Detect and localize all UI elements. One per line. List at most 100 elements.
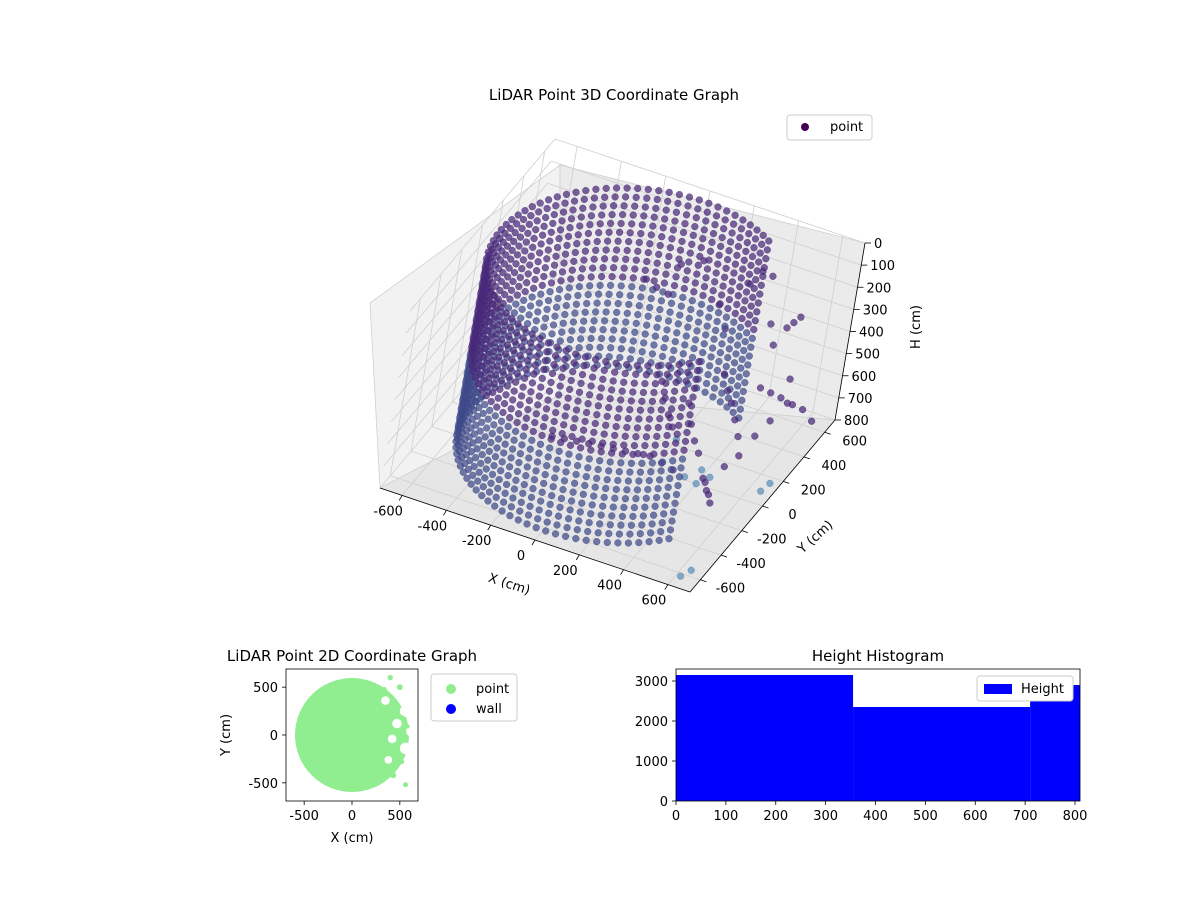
x-tick-label-histogram: 500 [913, 809, 938, 824]
data-point-3d [551, 474, 559, 482]
data-point-3d [561, 355, 569, 364]
data-point-3d [747, 302, 755, 310]
data-point-3d [538, 281, 546, 290]
data-point-3d [498, 335, 506, 344]
data-point-3d [583, 238, 591, 247]
data-point-3d [543, 255, 551, 263]
data-point-3d [506, 323, 514, 332]
data-point-3d [658, 352, 667, 361]
data-point-3d [606, 458, 614, 466]
data-point-3d [505, 264, 513, 272]
data-point-3d [644, 485, 652, 494]
data-point-3d [734, 382, 742, 390]
data-point-3d [526, 502, 534, 510]
data-point-3d [574, 231, 582, 239]
data-point-3d [619, 336, 627, 344]
data-point-3d [543, 462, 551, 470]
data-point-3d [561, 532, 570, 541]
legend-2d-wall-label: wall [476, 702, 502, 717]
data-point-3d [599, 375, 607, 383]
data-point-3d [569, 318, 578, 326]
x-tick-label-histogram: 0 [672, 809, 680, 824]
z-tick-label-3d: 500 [855, 348, 880, 363]
data-point-3d [742, 370, 750, 378]
x-tick-mark-3d [487, 524, 492, 531]
data-point-3d [488, 356, 496, 364]
data-point-3d [660, 279, 669, 287]
y-tick-mark-3d [783, 481, 790, 484]
data-point-3d [660, 388, 668, 396]
data-point-3d [658, 458, 667, 466]
data-point-3d [547, 435, 555, 443]
data-point-3d [657, 467, 665, 475]
data-point-3d [509, 277, 517, 286]
data-point-3d [564, 515, 573, 523]
data-point-3d [756, 290, 764, 298]
data-point-3d [540, 323, 548, 331]
data-point-3d [497, 376, 505, 385]
data-point-3d [593, 537, 601, 546]
data-point-3d [641, 503, 649, 511]
data-point-3d [691, 279, 699, 287]
y-tick-mark-3d [720, 554, 728, 558]
data-point-3d [611, 494, 619, 502]
data-point-3d [553, 193, 561, 201]
data-point-3d [756, 487, 765, 495]
data-point-3d [744, 279, 752, 287]
data-point-3d [568, 327, 576, 335]
data-point-3d [540, 479, 548, 488]
data-point-3d [756, 249, 764, 257]
data-point-3d [632, 433, 640, 441]
data-point-3d [548, 330, 556, 338]
data-point-3d [530, 370, 538, 378]
data-point-3d [519, 489, 527, 498]
data-point-3d [502, 282, 510, 290]
data-point-3d [672, 273, 680, 281]
data-point-3d [499, 368, 507, 376]
data-point-3d [549, 321, 558, 329]
data-point-3d [681, 386, 689, 394]
data-point-3d [569, 206, 577, 214]
data-point-3d [681, 437, 690, 446]
data-point-3d [646, 240, 654, 248]
data-point-3d [503, 480, 511, 489]
data-point-3d [670, 282, 679, 290]
data-point-3d [578, 371, 587, 379]
data-point-3d [746, 311, 754, 319]
data-point-3d [502, 350, 510, 358]
x-tick-mark-3d [398, 495, 403, 501]
data-point-3d [541, 264, 549, 272]
data-point-3d [693, 327, 701, 335]
disk-2d-notch [394, 774, 406, 786]
data-point-3d [587, 334, 595, 343]
data-point-3d [648, 350, 657, 358]
data-point-3d [504, 273, 512, 281]
data-point-3d [535, 208, 543, 216]
data-point-3d [552, 303, 561, 311]
data-point-3d [732, 350, 740, 358]
data-point-3d [720, 370, 729, 378]
data-point-3d [501, 318, 509, 326]
data-point-3d [699, 235, 707, 243]
data-point-3d [641, 380, 649, 388]
data-point-3d [536, 440, 545, 448]
data-point-3d [488, 324, 497, 332]
data-point-3d [521, 247, 529, 255]
data-point-3d [581, 308, 589, 316]
data-point-3d [493, 403, 501, 411]
data-point-3d [584, 229, 593, 238]
data-point-3d [507, 503, 516, 511]
data-point-3d [584, 464, 592, 472]
data-point-3d [482, 465, 490, 473]
x-tick-label-3d: -600 [373, 504, 403, 519]
data-point-3d [742, 247, 750, 256]
data-point-3d [713, 366, 722, 375]
data-point-3d [650, 213, 658, 221]
data-point-3d [669, 396, 677, 404]
data-point-3d [615, 468, 623, 476]
data-point-3d [639, 450, 648, 459]
ticks-histogram: 0 100 200 300 400 500 600 700 800 0 1000 2000 3000 [635, 675, 1088, 824]
data-point-3d [674, 199, 682, 208]
data-point-3d [679, 293, 687, 302]
data-point-3d [493, 444, 501, 452]
